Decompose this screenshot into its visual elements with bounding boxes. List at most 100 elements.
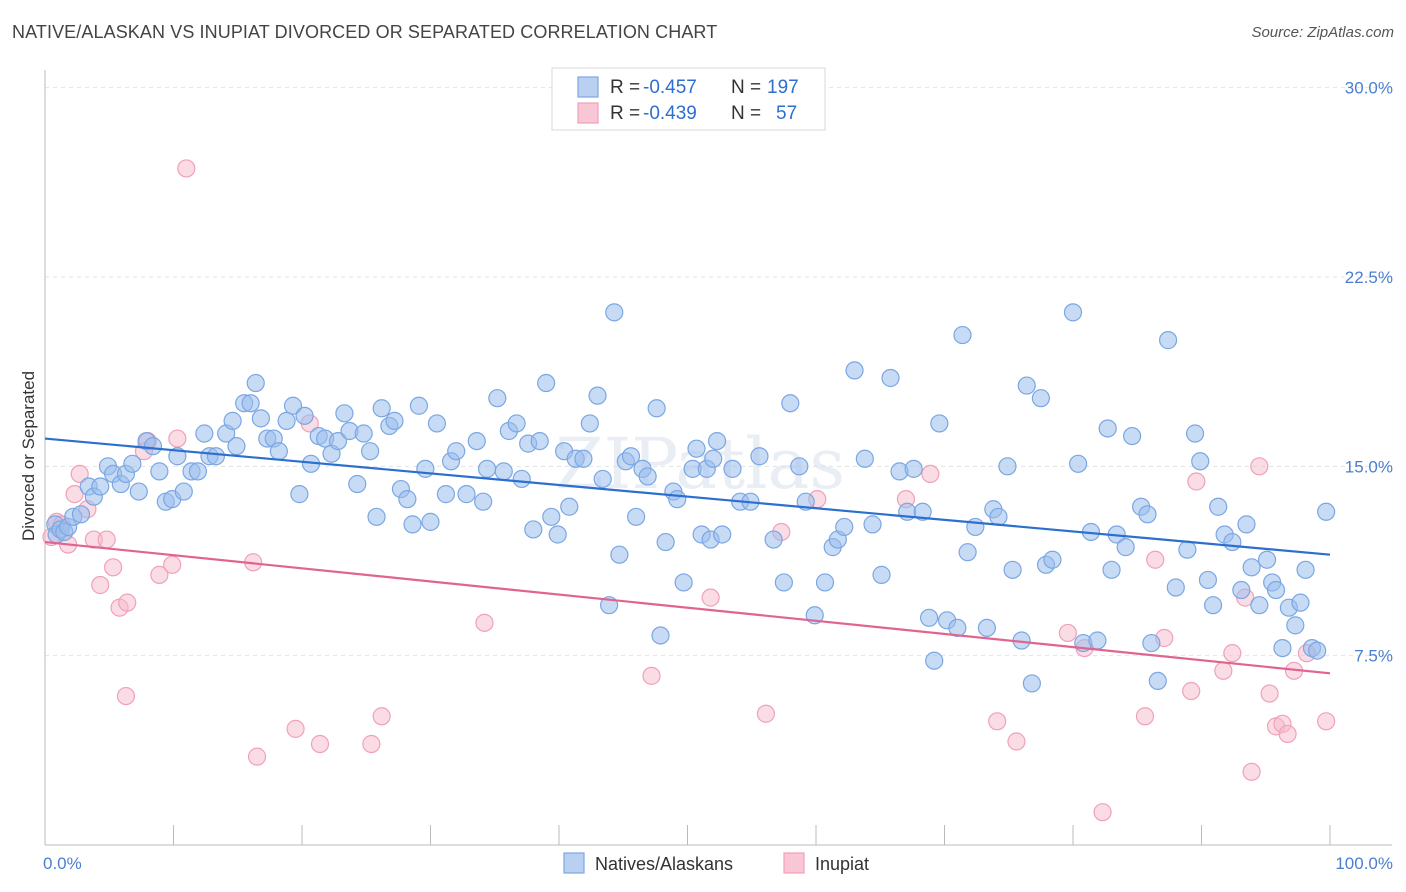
natives-point	[845, 361, 864, 380]
inupiat-point	[1250, 457, 1269, 476]
natives-point	[91, 477, 110, 496]
inupiat-point	[1317, 712, 1336, 731]
natives-point	[1286, 616, 1305, 635]
series-legend: Natives/Alaskans Inupiat	[563, 852, 869, 874]
trend-line-natives	[44, 437, 1331, 556]
natives-point	[913, 502, 932, 521]
natives-point	[290, 485, 309, 504]
natives-point	[958, 543, 977, 562]
inupiat-point	[116, 686, 136, 706]
natives-point	[610, 545, 629, 564]
natives-point	[593, 469, 612, 489]
inupiat-point	[1182, 681, 1201, 701]
natives-point	[530, 431, 549, 451]
natives-point	[1142, 633, 1161, 653]
inupiat-point	[1058, 623, 1077, 643]
inupiat-point	[1278, 724, 1297, 744]
natives-point	[750, 447, 769, 466]
inupiat-point	[372, 707, 391, 726]
legend-inupiat-label: Inupiat	[815, 854, 869, 874]
inupiat-point	[642, 666, 661, 685]
natives-point	[1098, 419, 1117, 438]
natives-point	[1022, 674, 1041, 693]
inupiat-point	[1093, 803, 1112, 822]
natives-point	[507, 414, 526, 433]
natives-point	[713, 525, 732, 544]
inupiat-point	[1214, 661, 1233, 680]
natives-point	[953, 325, 972, 345]
y-axis-label: Divorced or Separated	[19, 371, 38, 541]
y-tick-label: 30.0%	[1345, 79, 1393, 98]
trend-lines	[44, 437, 1331, 675]
natives-point	[723, 459, 742, 478]
natives-point	[919, 608, 939, 627]
natives-point	[1148, 671, 1167, 691]
natives-point	[835, 517, 854, 537]
natives-point	[1166, 578, 1185, 597]
y-tick-label: 7.5%	[1354, 647, 1393, 666]
natives-point	[246, 373, 265, 393]
legend-r-natives: -0.457	[643, 77, 697, 98]
natives-point	[1250, 596, 1269, 615]
natives-point	[998, 457, 1017, 476]
natives-point	[1296, 560, 1315, 579]
legend-n-natives: 197	[767, 77, 799, 98]
natives-point	[1063, 303, 1083, 322]
natives-point	[651, 626, 670, 645]
natives-point	[335, 404, 354, 423]
natives-point	[328, 431, 348, 451]
natives-point	[277, 411, 296, 430]
natives-point	[588, 386, 607, 405]
inupiat-point	[91, 575, 110, 595]
inupiat-point	[1242, 762, 1261, 781]
natives-point	[129, 482, 148, 501]
natives-points	[46, 303, 1336, 693]
natives-point	[537, 373, 556, 393]
inupiat-point	[97, 530, 116, 549]
natives-point	[872, 565, 891, 584]
natives-point	[227, 437, 246, 456]
natives-point	[241, 394, 260, 413]
natives-point	[150, 462, 169, 481]
inupiat-point	[1187, 472, 1206, 491]
natives-point	[354, 424, 373, 443]
natives-point	[855, 449, 874, 468]
grid-lines	[45, 87, 1392, 657]
x-tick-label: 0.0%	[43, 854, 82, 873]
natives-point	[123, 454, 142, 473]
natives-point	[977, 618, 997, 637]
natives-point	[863, 515, 882, 534]
natives-point	[580, 414, 599, 433]
natives-point	[1017, 376, 1036, 395]
natives-point	[474, 492, 493, 511]
natives-point	[436, 485, 456, 504]
natives-point	[447, 442, 466, 461]
natives-point	[1273, 638, 1292, 658]
natives-point	[1191, 452, 1210, 471]
natives-point	[1185, 424, 1205, 443]
natives-point	[626, 507, 646, 526]
natives-point	[1069, 454, 1088, 473]
natives-point	[372, 399, 391, 418]
inupiat-point	[286, 719, 305, 738]
natives-point	[494, 462, 513, 481]
bottom-swatch-natives	[563, 852, 585, 874]
natives-point	[251, 409, 270, 428]
natives-point	[295, 406, 314, 425]
natives-point	[403, 515, 422, 534]
natives-point	[781, 394, 800, 413]
x-tick-labels: 0.0% 100.0%	[43, 854, 1393, 873]
inupiat-point	[1223, 644, 1242, 663]
natives-point	[790, 457, 809, 476]
natives-point	[1209, 497, 1228, 516]
natives-point	[269, 442, 288, 461]
inupiat-point	[475, 613, 494, 632]
natives-point	[1138, 505, 1157, 524]
natives-point	[774, 573, 793, 592]
natives-point	[674, 573, 693, 592]
inupiat-point	[1135, 707, 1155, 726]
natives-point	[1291, 593, 1310, 612]
legend-r-label: R =	[610, 77, 640, 98]
natives-point	[656, 532, 675, 552]
